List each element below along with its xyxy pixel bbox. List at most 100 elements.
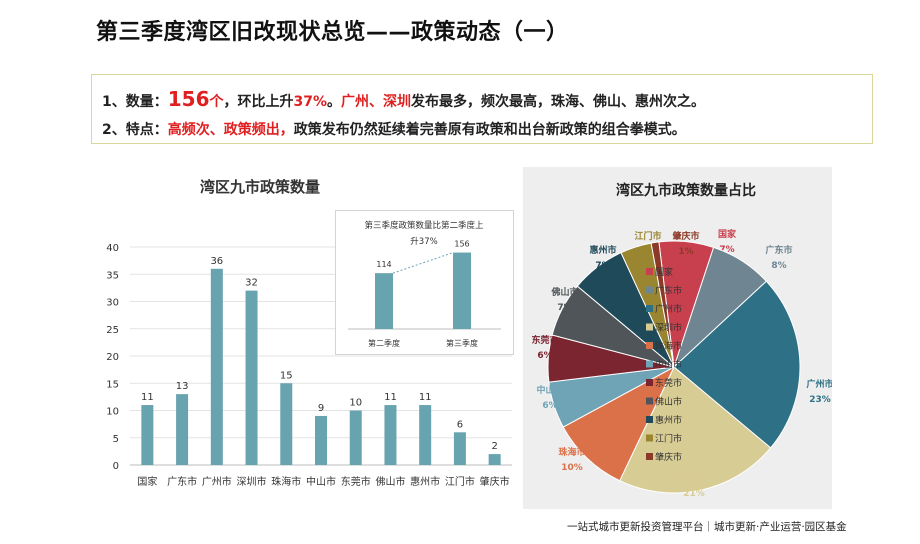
summary-quantity: 1、数量：156个，环比上升37%。广州、深圳发布最多，频次最高，珠海、佛山、惠…: [102, 87, 706, 111]
inset-bar: [453, 252, 471, 329]
pie-label-name: 广东市: [765, 244, 792, 256]
legend-swatch: [646, 268, 653, 275]
bar: [245, 290, 258, 465]
legend-label: 深圳市: [655, 322, 682, 334]
quarter-comparison-inset: 第三季度政策数量比第二季度上 升37% 114 第二季度 156 第三季度: [335, 210, 514, 355]
pie-label-name: 深圳市: [680, 472, 707, 484]
x-tick-label: 深圳市: [237, 475, 267, 488]
pie-label-pct: 23%: [809, 395, 831, 405]
inset-trend-line: [392, 252, 454, 274]
bar: [419, 405, 432, 465]
inset-data-label: 156: [454, 240, 469, 249]
pie-label-name: 广州市: [806, 378, 832, 390]
pie-label-pct: 21%: [683, 489, 705, 499]
x-tick-label: 江门市: [445, 475, 475, 488]
legend-swatch: [646, 453, 653, 460]
y-tick-label: 35: [106, 270, 119, 281]
y-tick-label: 0: [113, 461, 119, 472]
data-label: 11: [384, 392, 397, 403]
legend-label: 中山市: [655, 359, 682, 371]
x-tick-label: 珠海市: [271, 475, 301, 488]
legend-swatch: [646, 305, 653, 312]
pie-label-pct: 7%: [595, 261, 610, 271]
data-label: 9: [318, 403, 324, 414]
bar: [315, 415, 327, 465]
inset-x-tick-label: 第三季度: [446, 338, 478, 348]
legend-swatch: [646, 342, 653, 349]
y-tick-label: 15: [106, 379, 119, 390]
legend-swatch: [646, 379, 653, 386]
data-label: 2: [491, 441, 497, 452]
pie-title: 湾区九市政策数量占比: [616, 182, 756, 199]
data-label: 36: [210, 256, 223, 267]
x-tick-label: 国家: [137, 475, 157, 488]
data-label: 10: [349, 398, 362, 409]
x-tick-label: 广东市: [167, 475, 197, 488]
inset-data-label: 114: [376, 260, 391, 269]
pie-label-name: 东莞市: [531, 334, 558, 346]
pie-label-name: 江门市: [634, 230, 661, 242]
y-tick-label: 5: [113, 434, 119, 445]
bar: [488, 454, 501, 465]
inset-x-tick-label: 第二季度: [368, 338, 400, 348]
x-tick-label: 广州市: [202, 475, 232, 488]
pie-label-name: 国家: [718, 228, 737, 240]
inset-title-line2: 升37%: [410, 236, 437, 247]
data-label: 15: [280, 370, 293, 381]
legend-label: 广州市: [655, 303, 682, 315]
pie-label-pct: 6%: [542, 401, 557, 411]
legend-label: 广东市: [655, 285, 682, 297]
legend-swatch: [646, 323, 653, 331]
pie-label-name: 中山市: [536, 384, 563, 396]
pie-label-name: 惠州市: [589, 244, 616, 256]
summary-feature: 2、特点：高频次、政策频出，政策发布仍然延续着完善原有政策和出台新政策的组合拳模…: [102, 122, 686, 138]
policy-count: 156: [167, 87, 210, 111]
x-tick-label: 中山市: [306, 475, 336, 488]
pie-label-pct: 7%: [719, 245, 734, 255]
bar: [141, 405, 154, 465]
pie-label-pct: 10%: [561, 463, 583, 473]
legend-swatch: [646, 397, 653, 405]
page-title: 第三季度湾区旧改现状总览——政策动态（一）: [96, 20, 569, 45]
legend-label: 东莞市: [655, 377, 682, 389]
legend-swatch: [646, 434, 653, 442]
data-label: 13: [176, 381, 189, 392]
pie-label-pct: 1%: [678, 247, 693, 257]
pie-label-name: 佛山市: [550, 286, 578, 298]
data-label: 11: [141, 392, 154, 403]
legend-label: 江门市: [655, 433, 682, 445]
pie-label-name: 肇庆市: [672, 230, 699, 242]
bar: [453, 432, 466, 465]
pie-label-name: 珠海市: [558, 446, 585, 458]
legend-label: 惠州市: [655, 414, 682, 426]
bar: [384, 405, 397, 465]
pie-panel: 湾区九市政策数量占比国家 7% 广东市 8% 广州市 23% 深圳市 21% 珠海市 10% 中山市…: [523, 167, 832, 509]
pie-label-pct: 8%: [771, 261, 786, 271]
inset-title-line1: 第三季度政策数量比第二季度上: [364, 220, 484, 231]
legend-swatch: [646, 360, 653, 368]
legend-label: 肇庆市: [655, 451, 682, 463]
y-tick-label: 10: [106, 407, 119, 418]
legend-label: 珠海市: [655, 340, 682, 352]
y-tick-label: 25: [106, 325, 119, 336]
bar-chart-title: 湾区九市政策数量: [199, 178, 320, 196]
legend-label: 国家: [655, 266, 673, 278]
pie-slice: [650, 241, 675, 368]
data-label: 32: [245, 278, 258, 289]
bar: [280, 383, 293, 465]
legend-label: 佛山市: [655, 396, 682, 408]
legend-swatch: [646, 416, 653, 423]
data-label: 11: [419, 392, 432, 403]
pie-label-pct: 6%: [537, 351, 552, 361]
pie-slice: [562, 365, 676, 482]
bar: [176, 394, 189, 465]
data-label: 6: [457, 419, 463, 430]
x-tick-label: 肇庆市: [480, 475, 510, 488]
bar: [349, 410, 362, 465]
x-tick-label: 佛山市: [375, 475, 405, 488]
footer-slogan: 一站式城市更新投资管理平台｜城市更新·产业运营·园区基金: [567, 521, 847, 533]
y-tick-label: 40: [106, 243, 119, 254]
x-tick-label: 惠州市: [410, 475, 440, 488]
pie-slice: [673, 280, 801, 449]
